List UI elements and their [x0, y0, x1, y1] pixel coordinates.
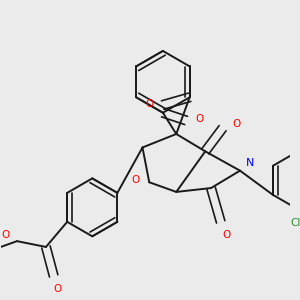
Text: O: O	[132, 175, 140, 185]
Text: O: O	[1, 230, 10, 240]
Text: O: O	[53, 284, 62, 294]
Text: O: O	[232, 119, 240, 129]
Text: O: O	[145, 99, 153, 109]
Text: O: O	[222, 230, 231, 240]
Text: N: N	[245, 158, 254, 168]
Text: Cl: Cl	[291, 218, 300, 228]
Text: O: O	[196, 115, 204, 124]
